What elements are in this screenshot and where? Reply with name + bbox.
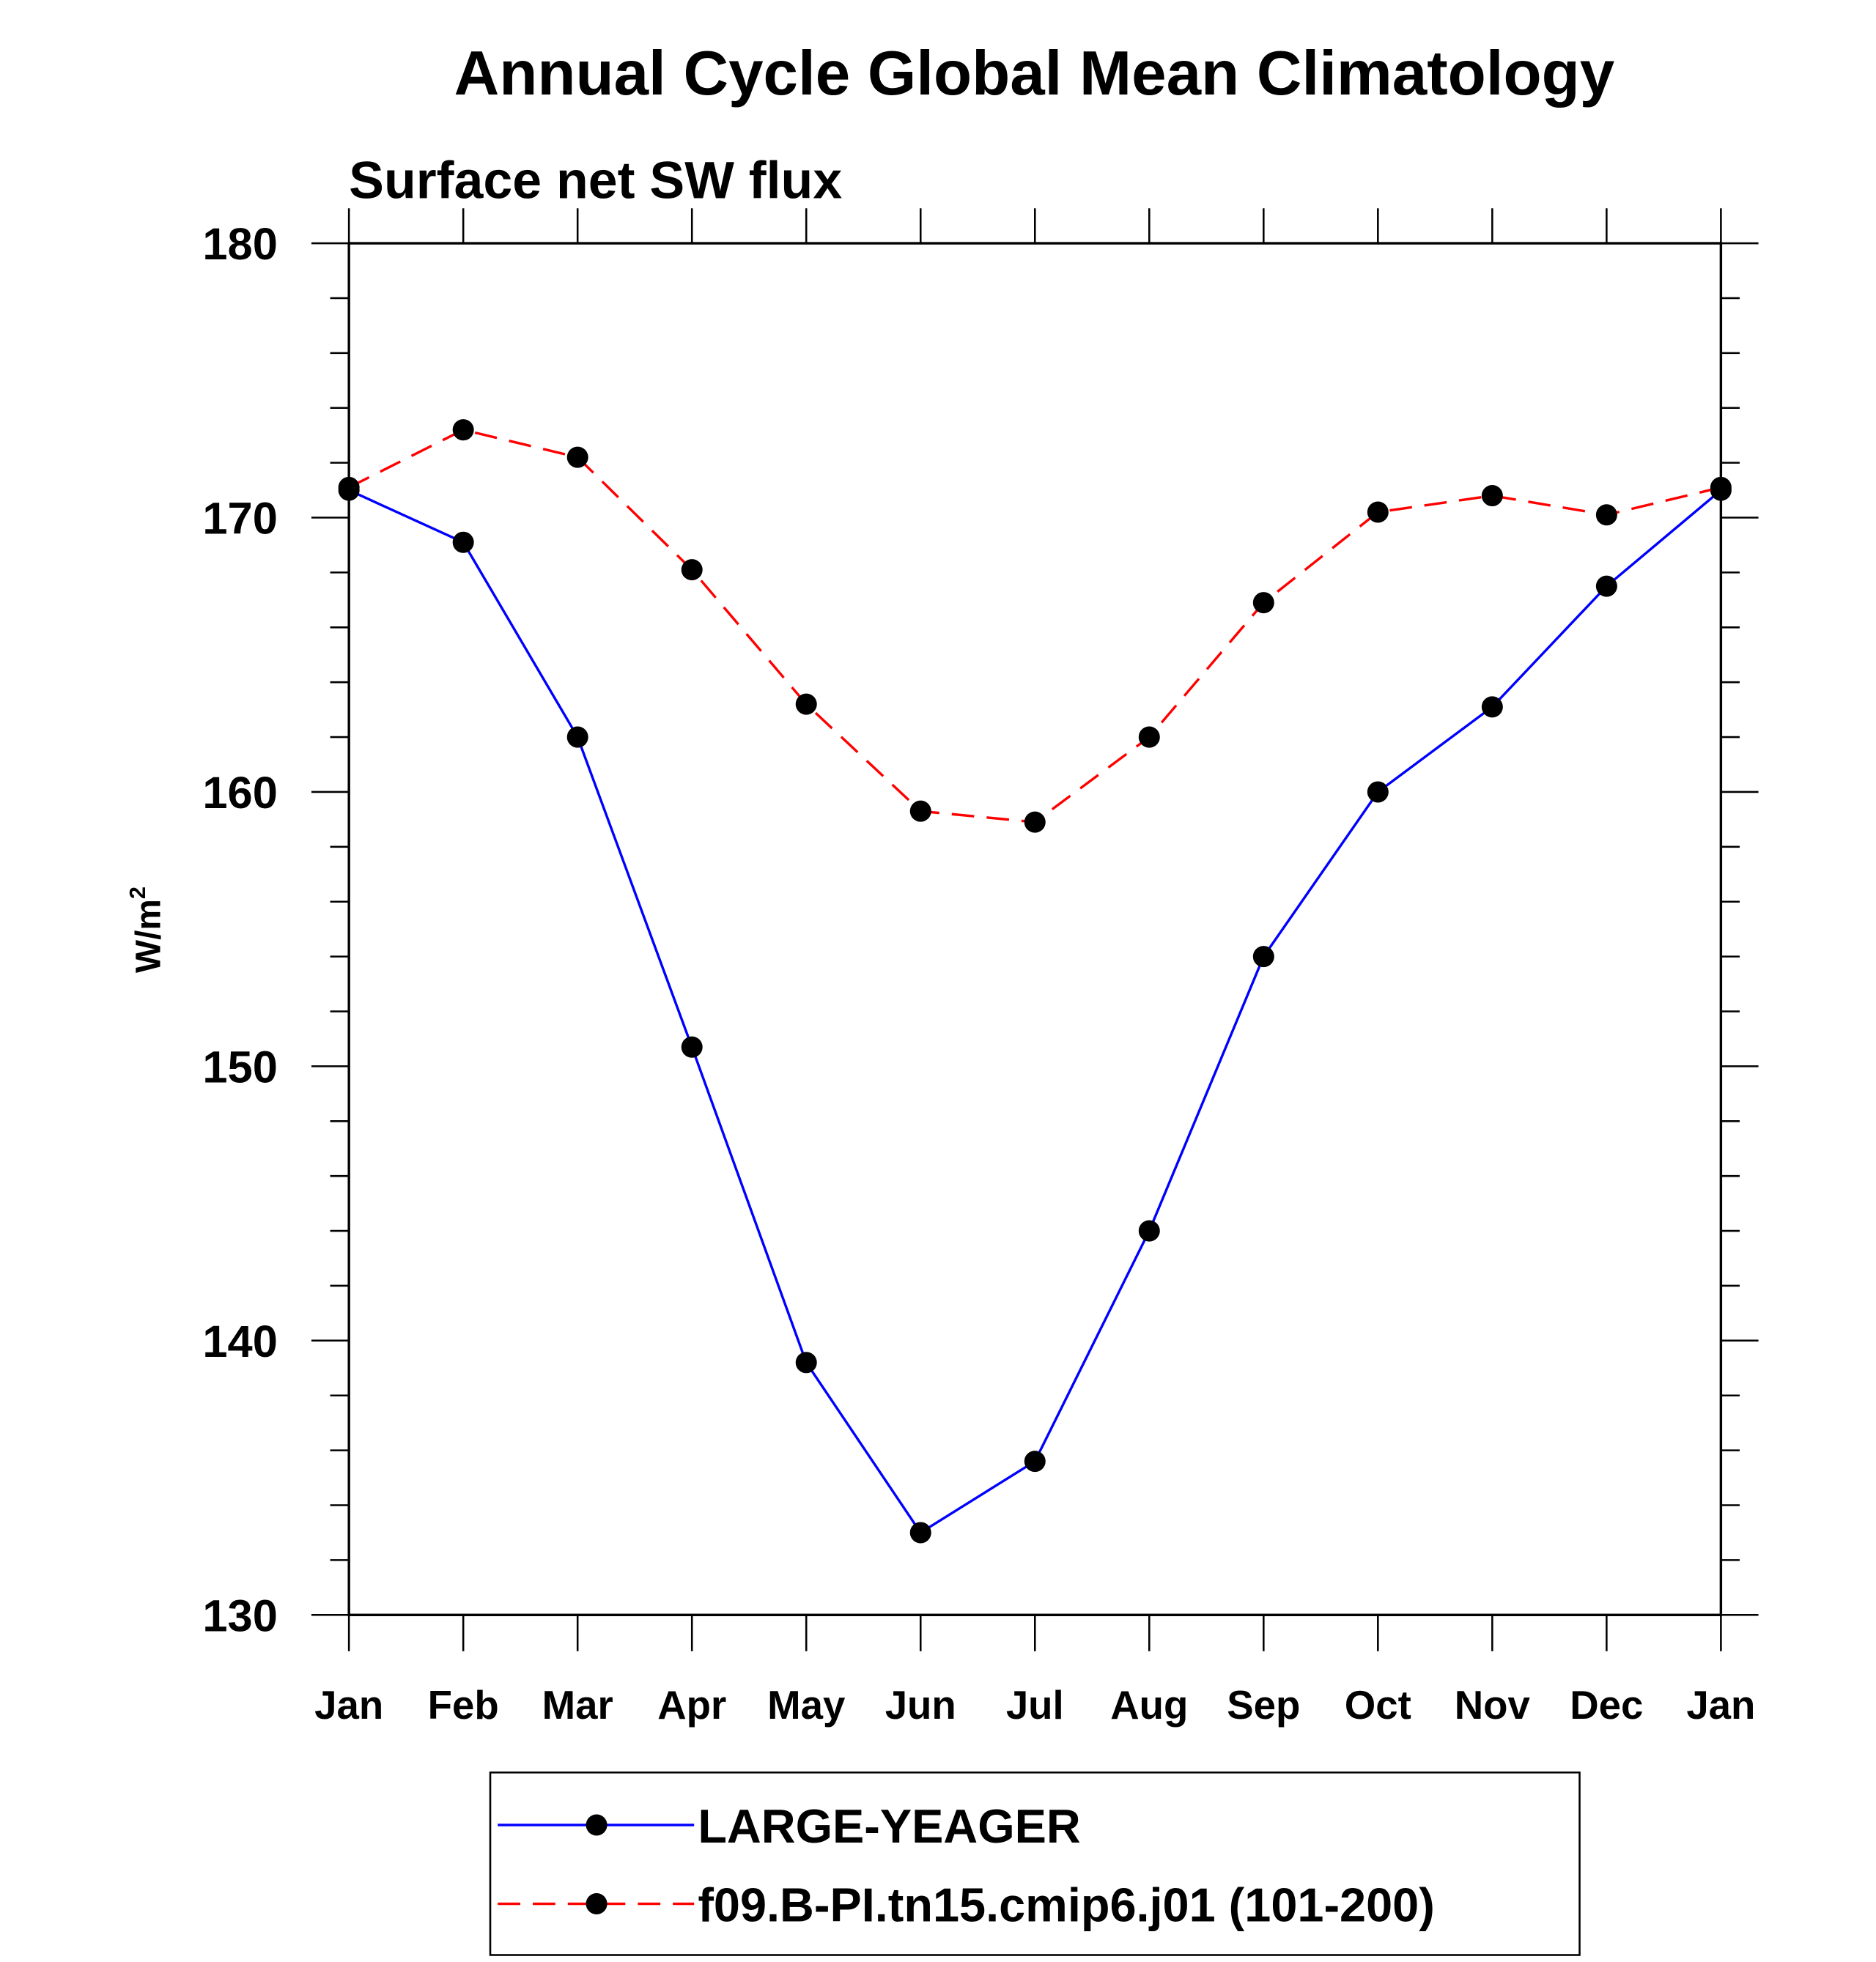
legend-label-0: LARGE-YEAGER xyxy=(698,1799,1080,1853)
legend-box xyxy=(489,1772,1581,1956)
y-tick-label: 130 xyxy=(202,1591,278,1641)
svg-text:W/m2: W/m2 xyxy=(125,886,168,973)
y-tick-label: 150 xyxy=(202,1043,278,1093)
x-tick-label: Oct xyxy=(1345,1683,1411,1728)
data-point-0 xyxy=(795,1352,817,1374)
x-tick-label: Jan xyxy=(314,1683,383,1728)
legend-label-1: f09.B-PI.tn15.cmip6.j01 (101-200) xyxy=(698,1878,1435,1931)
data-point-1 xyxy=(452,419,474,441)
data-point-1 xyxy=(1024,811,1046,833)
x-tick-label: Aug xyxy=(1110,1683,1188,1728)
axes: 130 140 150 160 170 180 Jan Feb Mar Apr May Jun Jul A… xyxy=(202,208,1759,1728)
y-axis-label-superscript: 2 xyxy=(125,886,150,899)
x-tick-label: Jul xyxy=(1006,1683,1064,1728)
x-tick-label: Dec xyxy=(1570,1683,1643,1728)
data-point-1 xyxy=(795,693,817,715)
x-tick-label: Jan xyxy=(1686,1683,1755,1728)
series-line-0 xyxy=(348,489,1722,1535)
x-tick-label: Sep xyxy=(1227,1683,1300,1728)
x-tick-label: May xyxy=(767,1683,846,1728)
data-point-1 xyxy=(1138,726,1160,748)
plot-frame xyxy=(347,242,1723,1616)
data-point-1 xyxy=(1595,504,1617,526)
legend: LARGE-YEAGER f09.B-PI.tn15.cmip6.j01 (101… xyxy=(489,1772,1581,1956)
legend-marker-0 xyxy=(586,1814,608,1836)
data-point-1 xyxy=(1710,476,1732,498)
x-tick-label: Nov xyxy=(1455,1683,1531,1728)
data-point-1 xyxy=(909,800,931,822)
x-tick-label: Feb xyxy=(428,1683,499,1728)
data-point-0 xyxy=(566,726,588,748)
data-point-0 xyxy=(1024,1451,1046,1473)
data-point-0 xyxy=(1252,946,1274,968)
data-point-0 xyxy=(452,531,474,553)
data-point-1 xyxy=(1367,501,1389,523)
data-point-0 xyxy=(909,1522,931,1544)
data-point-1 xyxy=(566,446,588,468)
x-tick-label: Jun xyxy=(885,1683,956,1728)
data-point-1 xyxy=(338,476,360,498)
chart-subtitle: Surface net SW flux xyxy=(349,152,842,210)
y-tick-label: 160 xyxy=(202,768,278,818)
data-point-0 xyxy=(681,1036,703,1058)
y-tick-label: 180 xyxy=(202,219,278,270)
y-tick-label: 170 xyxy=(202,494,278,544)
series-line-1 xyxy=(348,428,1721,823)
x-tick-label: Apr xyxy=(657,1683,726,1728)
data-point-0 xyxy=(1481,696,1503,718)
y-tick-label: 140 xyxy=(202,1317,278,1367)
chart-title: Annual Cycle Global Mean Climatology xyxy=(454,39,1615,108)
legend-marker-1 xyxy=(586,1893,608,1915)
data-point-1 xyxy=(1481,485,1503,507)
y-axis-label-text: W/m xyxy=(129,899,168,973)
data-point-0 xyxy=(1138,1220,1160,1242)
y-axis-label: W/m2 xyxy=(125,886,168,973)
data-point-0 xyxy=(1595,575,1617,597)
data-point-1 xyxy=(681,559,703,581)
data-point-1 xyxy=(1252,592,1274,614)
series-layer xyxy=(338,419,1732,1544)
data-point-0 xyxy=(1367,781,1389,803)
x-tick-label: Mar xyxy=(542,1683,613,1728)
